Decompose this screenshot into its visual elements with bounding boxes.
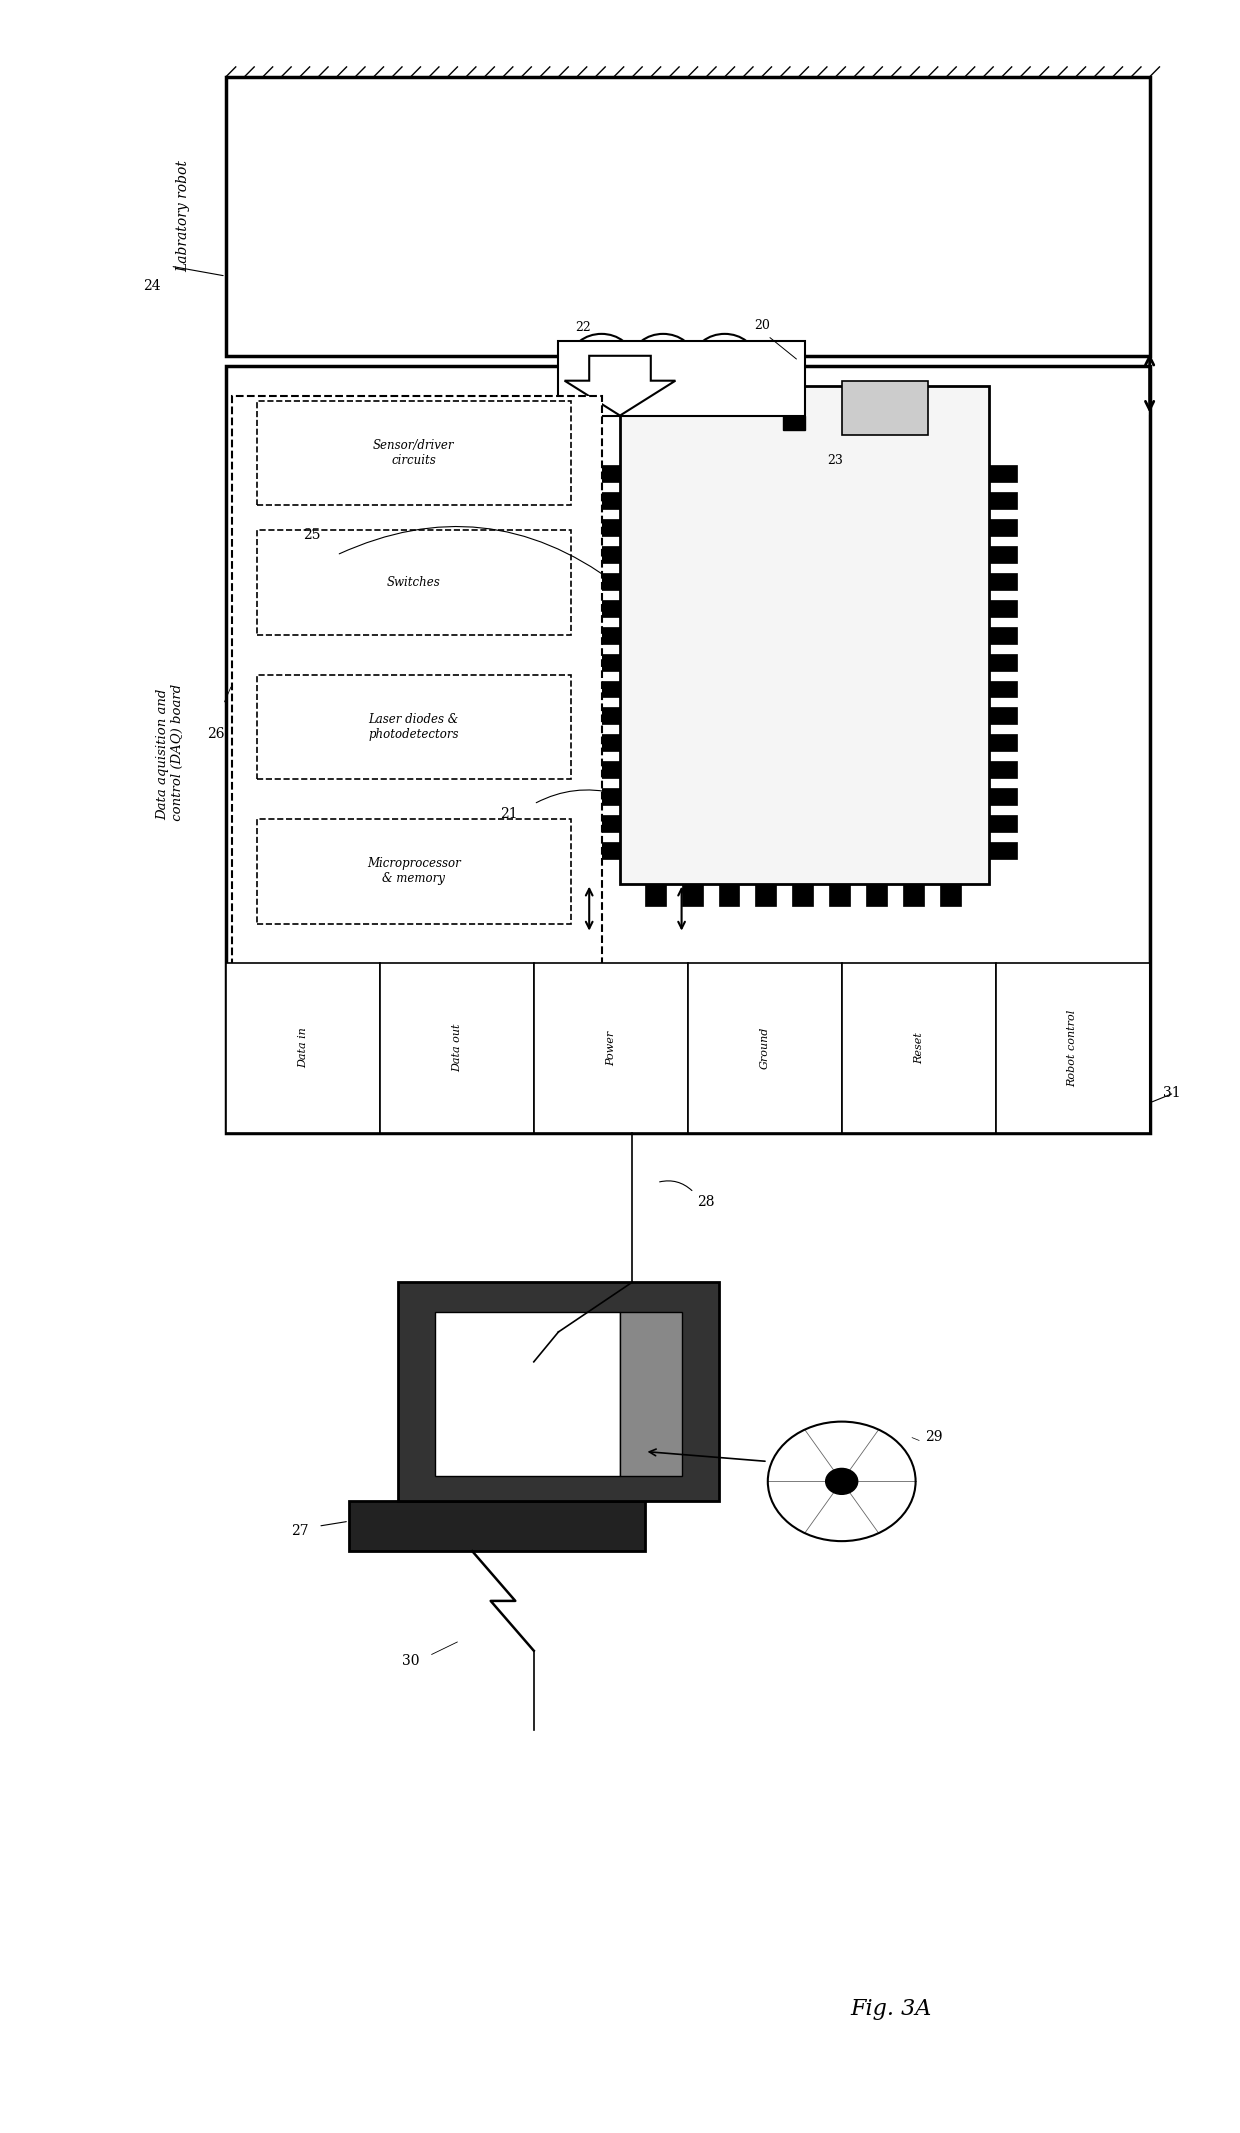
Text: 28: 28 [697,1194,715,1209]
Bar [257,401,570,506]
Polygon shape [564,356,676,416]
Bar [226,964,379,1133]
Bar [682,883,703,907]
Text: Data aquisition and
 control (DAQ) board: Data aquisition and control (DAQ) board [156,683,185,825]
Bar [996,964,1149,1133]
Text: Microprocessor
& memory: Microprocessor & memory [367,857,460,885]
Bar [593,787,620,804]
Polygon shape [398,1282,718,1502]
Bar [620,386,990,883]
Bar [593,734,620,751]
Text: 20: 20 [754,320,770,333]
Text: 23: 23 [827,454,843,467]
Polygon shape [620,1312,682,1476]
Bar [990,599,1017,616]
Polygon shape [435,1312,620,1476]
Bar [226,365,1149,1133]
Bar [990,465,1017,482]
Bar [558,341,805,416]
Bar [990,653,1017,670]
Bar [593,843,620,860]
Bar [990,518,1017,535]
Bar [990,761,1017,779]
Bar [990,708,1017,725]
Text: Robot control: Robot control [1068,1009,1078,1086]
Polygon shape [348,1502,645,1551]
Text: Labratory robot: Labratory robot [176,160,190,273]
Bar [867,883,888,907]
Bar [593,546,620,563]
Bar [842,380,928,435]
Bar [533,964,688,1133]
Bar [593,761,620,779]
Text: Fig. 3A: Fig. 3A [851,1999,931,2020]
Bar [593,518,620,535]
Text: Power: Power [606,1030,616,1066]
Bar [990,843,1017,860]
Bar [558,416,580,431]
Text: Laser diodes &
photodetectors: Laser diodes & photodetectors [368,712,459,740]
Bar [593,465,620,482]
Text: Sensor/driver
circuits: Sensor/driver circuits [373,439,454,467]
Bar [593,815,620,832]
Text: 21: 21 [500,806,518,821]
Bar [990,734,1017,751]
Bar [257,531,570,636]
Bar [755,883,776,907]
Text: 26: 26 [207,727,224,742]
Text: Ground: Ground [760,1026,770,1069]
Text: Data in: Data in [298,1028,308,1069]
Bar [990,815,1017,832]
Bar [990,546,1017,563]
Bar [830,883,851,907]
Bar [990,627,1017,644]
Bar [257,819,570,924]
Bar [792,883,813,907]
Bar [593,599,620,616]
Bar [645,883,666,907]
Text: 22: 22 [575,322,591,335]
Bar [688,964,842,1133]
Text: 25: 25 [304,529,321,542]
Bar [990,493,1017,510]
Bar [842,964,996,1133]
Text: 27: 27 [291,1525,309,1538]
Bar [593,493,620,510]
Bar [903,883,924,907]
Bar [940,883,961,907]
Text: 29: 29 [925,1429,942,1444]
Bar [593,574,620,591]
Bar [232,395,601,1103]
Text: Reset: Reset [914,1032,924,1064]
Bar [257,674,570,779]
Bar [718,883,739,907]
Text: 31: 31 [1163,1086,1180,1101]
Bar [593,627,620,644]
Text: 30: 30 [402,1653,419,1668]
Bar [593,708,620,725]
Bar [782,416,805,431]
Text: 24: 24 [143,279,161,292]
Bar [379,964,533,1133]
Bar [990,787,1017,804]
Text: Data out: Data out [451,1024,461,1073]
Bar [593,680,620,697]
Bar [990,680,1017,697]
Text: Switches: Switches [387,576,440,589]
Circle shape [826,1468,858,1495]
Bar [593,653,620,670]
Bar [990,574,1017,591]
Bar [226,77,1149,356]
